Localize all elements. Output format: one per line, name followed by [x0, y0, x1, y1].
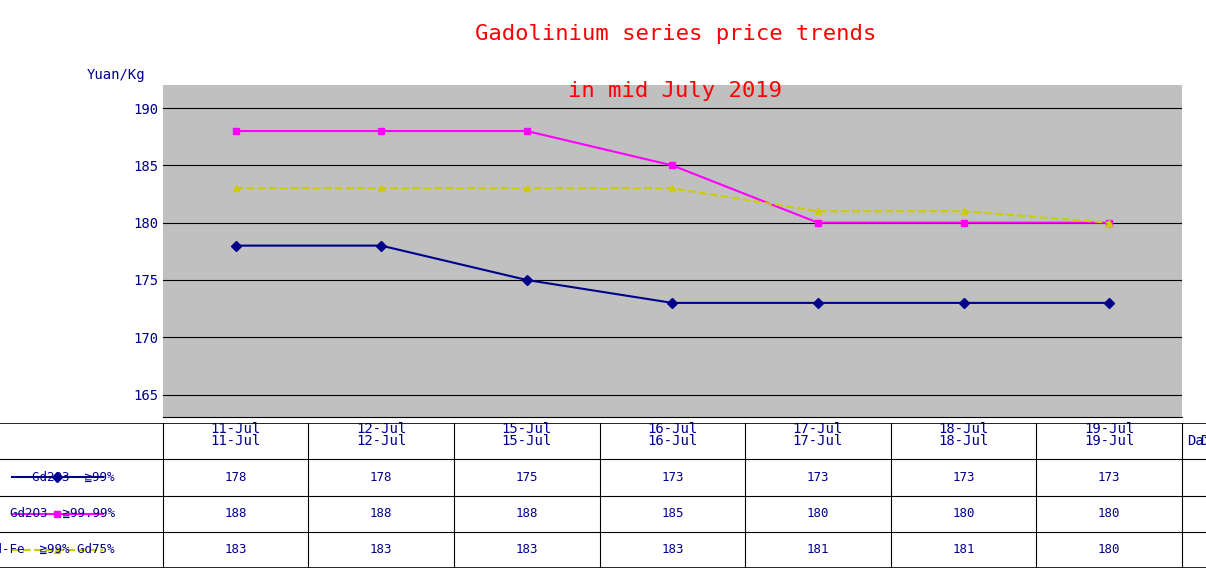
Text: 188: 188 [370, 507, 392, 520]
Text: 11-Jul: 11-Jul [211, 435, 260, 448]
Text: 173: 173 [953, 471, 974, 484]
Text: 17-Jul: 17-Jul [792, 435, 843, 448]
Text: Gd-Fe  ≧99% Gd75%: Gd-Fe ≧99% Gd75% [0, 544, 115, 557]
Text: Gd2O3  ≧99%: Gd2O3 ≧99% [33, 471, 115, 484]
Text: in mid July 2019: in mid July 2019 [568, 81, 783, 101]
Text: Date: Date [1187, 434, 1206, 448]
Text: 178: 178 [370, 471, 392, 484]
Text: 181: 181 [953, 544, 974, 557]
Text: 183: 183 [661, 544, 684, 557]
Text: 188: 188 [515, 507, 538, 520]
Text: 178: 178 [224, 471, 247, 484]
Text: 180: 180 [1097, 507, 1120, 520]
Text: 173: 173 [1097, 471, 1120, 484]
Text: 183: 183 [370, 544, 392, 557]
Text: Date: Date [1200, 435, 1206, 448]
Text: 173: 173 [661, 471, 684, 484]
Text: 16-Jul: 16-Jul [648, 435, 697, 448]
Text: 175: 175 [515, 471, 538, 484]
Text: 12-Jul: 12-Jul [356, 435, 406, 448]
Text: 180: 180 [1097, 544, 1120, 557]
Text: 188: 188 [224, 507, 247, 520]
Text: Gd2O3  ≧99.99%: Gd2O3 ≧99.99% [10, 507, 115, 520]
Text: 181: 181 [807, 544, 830, 557]
Text: 18-Jul: 18-Jul [938, 435, 989, 448]
Text: Gadolinium series price trends: Gadolinium series price trends [475, 24, 876, 44]
Text: Yuan/Kg: Yuan/Kg [87, 68, 145, 82]
Text: 185: 185 [661, 507, 684, 520]
Text: 180: 180 [953, 507, 974, 520]
Text: 180: 180 [807, 507, 830, 520]
Text: 173: 173 [807, 471, 830, 484]
Text: 183: 183 [224, 544, 247, 557]
Text: 15-Jul: 15-Jul [502, 435, 552, 448]
Text: 183: 183 [515, 544, 538, 557]
Text: 19-Jul: 19-Jul [1084, 435, 1134, 448]
